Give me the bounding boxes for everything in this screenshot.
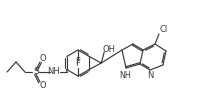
Text: F: F <box>76 59 80 69</box>
Text: O: O <box>40 54 46 63</box>
Text: OH: OH <box>103 44 116 54</box>
Text: F: F <box>76 58 80 67</box>
Text: NH: NH <box>119 72 131 80</box>
Text: NH: NH <box>48 68 60 77</box>
Text: Cl: Cl <box>160 24 168 34</box>
Text: N: N <box>147 72 153 80</box>
Text: S: S <box>33 68 39 77</box>
Text: O: O <box>40 82 46 90</box>
